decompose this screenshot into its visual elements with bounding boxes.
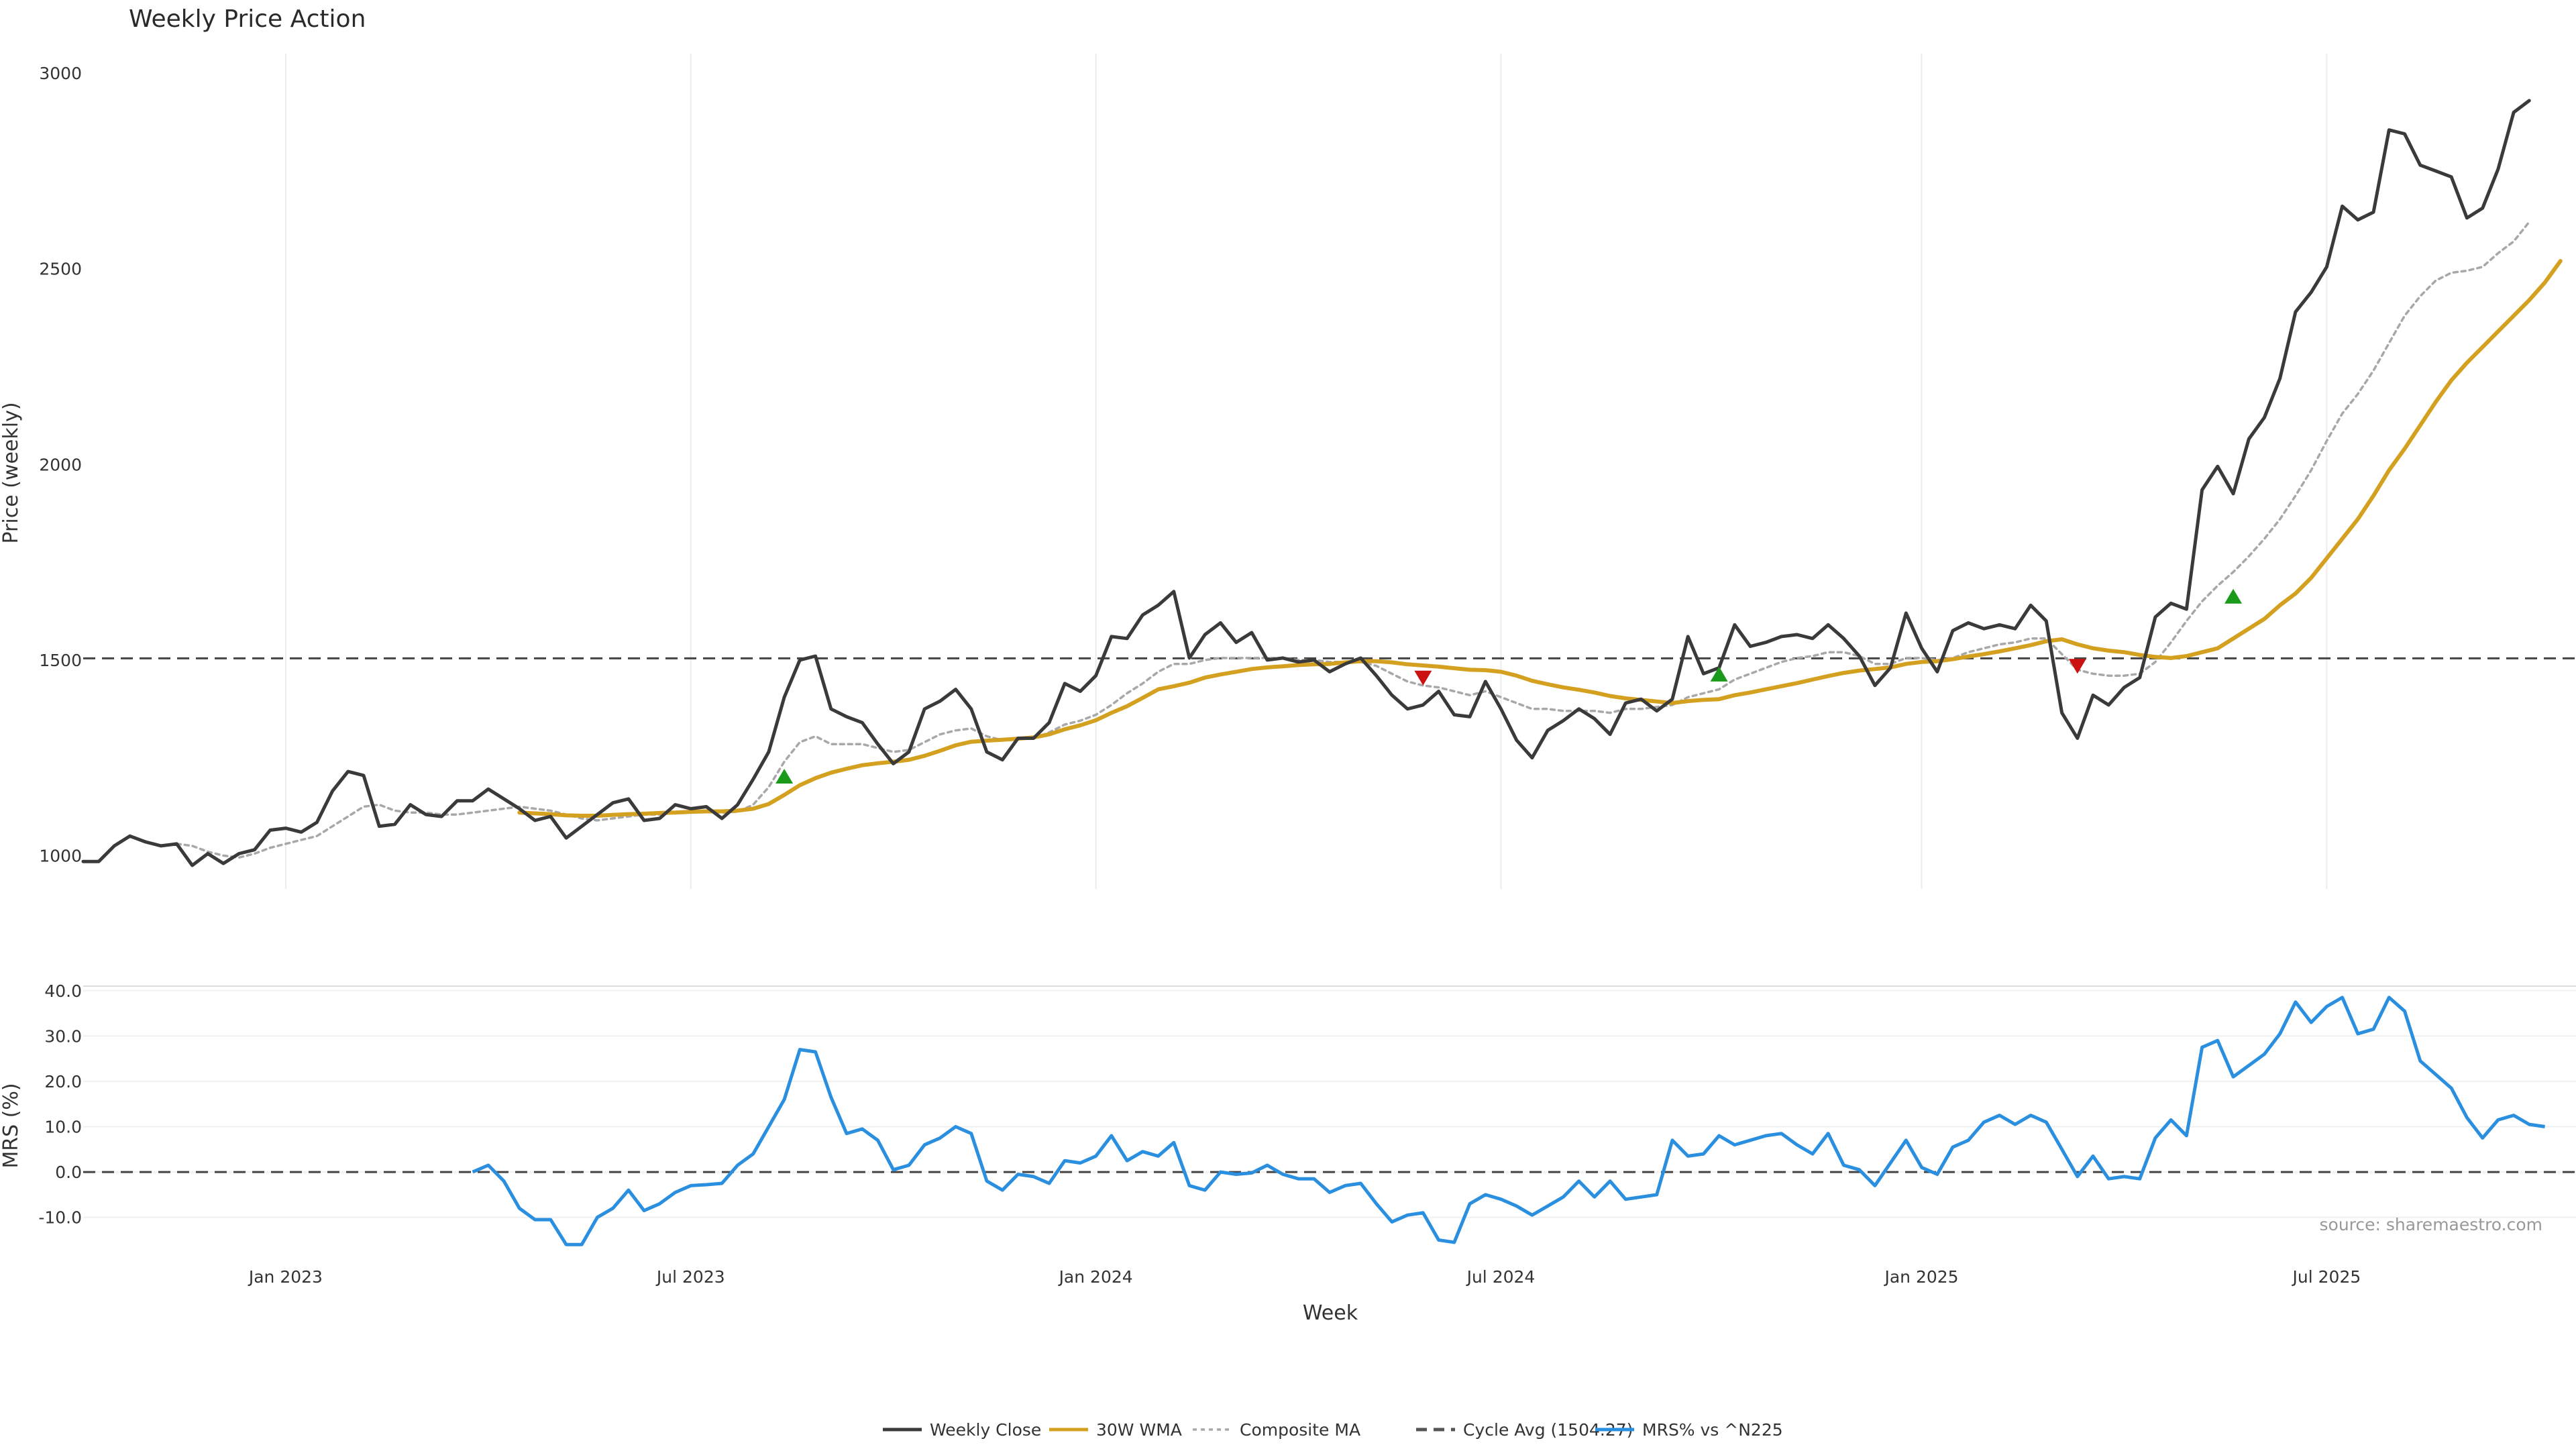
price-y-tick-label: 1000 [39, 846, 82, 865]
legend-label: Weekly Close [930, 1420, 1041, 1440]
sell-signal-marker [2068, 659, 2086, 674]
mrs-y-tick-label: -10.0 [38, 1208, 82, 1228]
series-composite-ma [175, 220, 2531, 859]
price-y-tick-label: 2500 [39, 260, 82, 279]
legend-item: Composite MA [1193, 1420, 1360, 1440]
price-y-tick-label: 2000 [39, 455, 82, 474]
x-tick-label: Jul 2025 [2292, 1267, 2361, 1287]
mrs-y-tick-label: 0.0 [55, 1163, 82, 1182]
x-tick-label: Jan 2025 [1883, 1267, 1958, 1287]
legend-item: 30W WMA [1049, 1420, 1182, 1440]
buy-signal-marker [775, 768, 794, 784]
legend-item: Weekly Close [883, 1420, 1041, 1440]
series-weekly-close [81, 99, 2531, 867]
series-mrs [472, 996, 2545, 1246]
source-annotation: source: sharemaestro.com [2320, 1215, 2543, 1234]
mrs-y-tick-label: 30.0 [44, 1026, 82, 1046]
legend-label: Composite MA [1240, 1420, 1360, 1440]
chart-title: Weekly Price Action [129, 5, 366, 33]
mrs-y-tick-label: 10.0 [44, 1118, 82, 1137]
mrs-y-axis-label: MRS (%) [0, 1083, 23, 1168]
series-30w-wma [517, 259, 2563, 818]
price-y-axis-label: Price (weekly) [0, 402, 23, 543]
buy-signal-marker [2224, 588, 2243, 604]
legend-label: 30W WMA [1096, 1420, 1182, 1440]
price-y-tick-label: 3000 [39, 64, 82, 83]
legend-label: MRS% vs ^N225 [1642, 1420, 1783, 1440]
mrs-y-tick-label: 40.0 [44, 981, 82, 1001]
x-axis-label: Week [1303, 1301, 1358, 1325]
x-tick-label: Jul 2024 [1466, 1267, 1536, 1287]
x-tick-label: Jan 2024 [1058, 1267, 1133, 1287]
sell-signal-marker [1414, 670, 1432, 686]
legend-item: MRS% vs ^N225 [1595, 1420, 1783, 1440]
buy-signal-marker [1710, 666, 1728, 682]
x-tick-label: Jul 2023 [655, 1267, 725, 1287]
mrs-y-tick-label: 20.0 [44, 1072, 82, 1091]
x-tick-label: Jan 2023 [248, 1267, 323, 1287]
price-y-tick-label: 1500 [39, 651, 82, 670]
